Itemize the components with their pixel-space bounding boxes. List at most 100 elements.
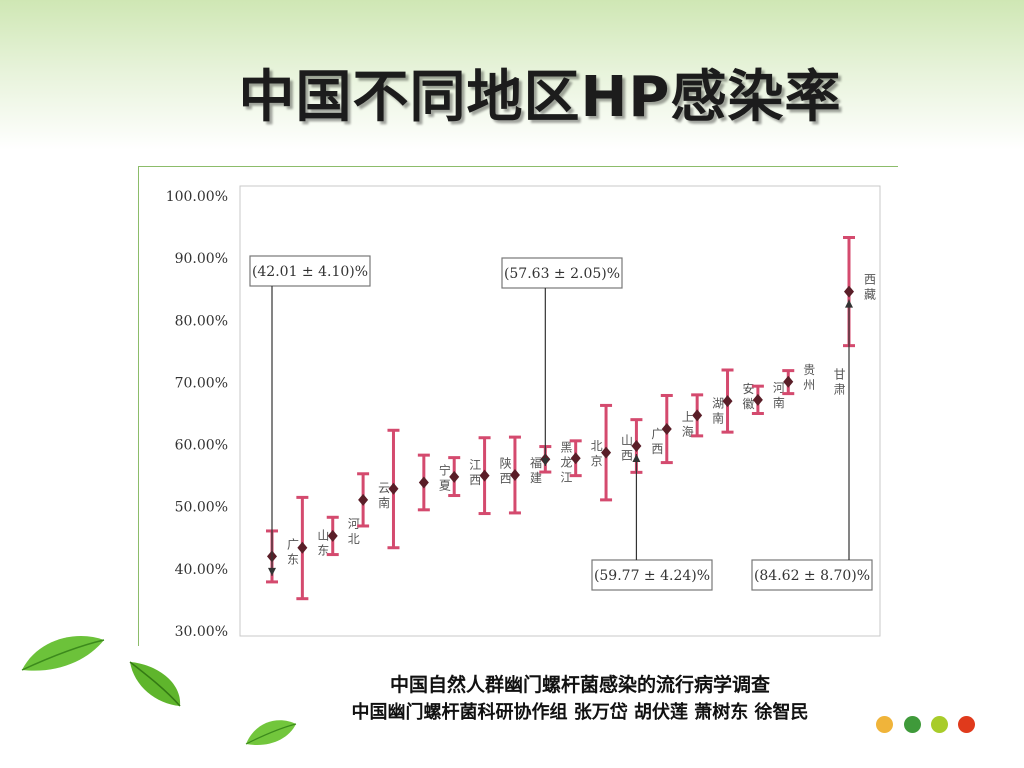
region-label: 江西 [469,458,481,487]
svg-text:贵: 贵 [803,363,815,377]
svg-text:南: 南 [773,395,785,410]
region-label: 河北 [348,517,360,546]
data-point [449,470,460,483]
frame-top-line [138,166,898,167]
caption-study-title: 中国自然人群幽门螺杆菌感染的流行病学调查 [389,674,770,696]
frame-left-line [138,166,139,646]
svg-text:龙: 龙 [560,455,572,469]
svg-text:西: 西 [651,442,663,456]
data-point [722,395,733,408]
svg-text:海: 海 [682,424,694,439]
hp-infection-chart: 100.00% 90.00% 80.00% 70.00% 60.00% 50.00% 40.… [140,168,896,646]
plot-frame [239,185,881,637]
region-label: 广西 [651,427,663,456]
arrowhead-icon [845,299,853,308]
data-point [297,541,308,554]
svg-text:江: 江 [469,458,481,472]
svg-text:徽: 徽 [743,396,755,411]
svg-text:州: 州 [803,378,815,392]
orange-dot-icon [876,716,893,733]
svg-text:江: 江 [560,470,572,484]
annotation-box [249,255,371,287]
region-label: 西藏 [864,273,876,302]
annotation-label: (84.62 ± 8.70)% [754,568,870,584]
region-label: 云南 [378,481,390,510]
svg-text:夏: 夏 [439,478,451,492]
svg-text:山: 山 [621,434,633,448]
data-point [783,375,794,388]
leaf-icon [129,661,181,707]
svg-text:宁: 宁 [439,462,451,477]
region-label: 福建 [530,455,542,485]
svg-text:河: 河 [773,381,785,395]
svg-text:上: 上 [682,410,694,424]
caption-authors: 中国幽门螺杆菌科研协作组 张万岱 胡伏莲 萧树东 徐智民 [351,702,809,723]
y-tick-label: 90.00% [175,251,228,267]
y-tick-label: 40.00% [175,562,228,578]
svg-text:东: 东 [287,552,299,566]
svg-text:广: 广 [287,537,299,551]
data-point [844,285,854,298]
svg-text:北: 北 [348,532,360,546]
data-point [692,409,703,422]
data-point [358,493,369,506]
svg-text:肃: 肃 [834,383,846,397]
leaf-icon [21,635,105,671]
data-point [509,469,520,482]
region-label: 山东 [317,529,329,558]
annotation-label: (57.63 ± 2.05)% [504,266,620,282]
annotation-box [591,559,713,591]
y-tick-label: 70.00% [175,375,228,391]
svg-text:安: 安 [743,381,755,396]
region-label: 湖南 [712,395,724,425]
svg-text:东: 东 [317,544,329,558]
data-point [418,476,429,489]
svg-text:南: 南 [378,495,390,510]
lime-dot-icon [931,716,948,733]
data-point [601,446,612,459]
svg-text:陕: 陕 [500,456,512,471]
svg-text:福: 福 [530,455,542,470]
slide-title: 中国不同地区HP感染率 [238,65,842,130]
svg-text:广: 广 [651,427,663,441]
region-label: 宁夏 [439,462,451,492]
y-tick-label: 30.00% [175,624,228,640]
region-label: 山西 [621,434,633,463]
annotation-label: (42.01 ± 4.10)% [252,264,368,280]
leaf-icon [245,720,297,746]
y-tick-label: 60.00% [175,438,228,454]
region-label: 北京 [591,439,603,468]
svg-text:北: 北 [591,439,603,453]
annotation-box [501,257,623,289]
svg-text:藏: 藏 [864,288,876,302]
svg-text:西: 西 [469,473,481,487]
region-label: 上海 [682,410,694,439]
region-label: 甘肃 [834,368,846,397]
data-point [479,469,490,482]
svg-text:西: 西 [621,449,633,463]
region-label: 贵州 [803,363,815,392]
green-dot-icon [904,716,921,733]
arrowhead-icon [632,454,641,463]
y-tick-label: 80.00% [175,313,228,329]
svg-text:山: 山 [317,529,329,543]
region-label: 黑龙江 [560,440,572,484]
arrowhead-icon [268,567,276,576]
svg-text:建: 建 [530,471,542,485]
svg-text:甘: 甘 [834,368,846,382]
data-point [388,482,399,495]
svg-text:京: 京 [591,454,603,468]
svg-text:湖: 湖 [712,395,724,410]
region-label: 安徽 [743,381,755,411]
data-point [327,529,338,542]
data-point [661,423,672,436]
svg-text:云: 云 [378,481,390,495]
data-point [631,440,642,453]
region-label: 河南 [773,381,785,410]
data-point [752,393,763,406]
region-label: 陕西 [500,456,512,486]
svg-text:西: 西 [500,472,512,486]
svg-text:西: 西 [864,273,876,287]
y-tick-label: 50.00% [175,500,228,516]
arrowhead-icon [541,458,550,467]
